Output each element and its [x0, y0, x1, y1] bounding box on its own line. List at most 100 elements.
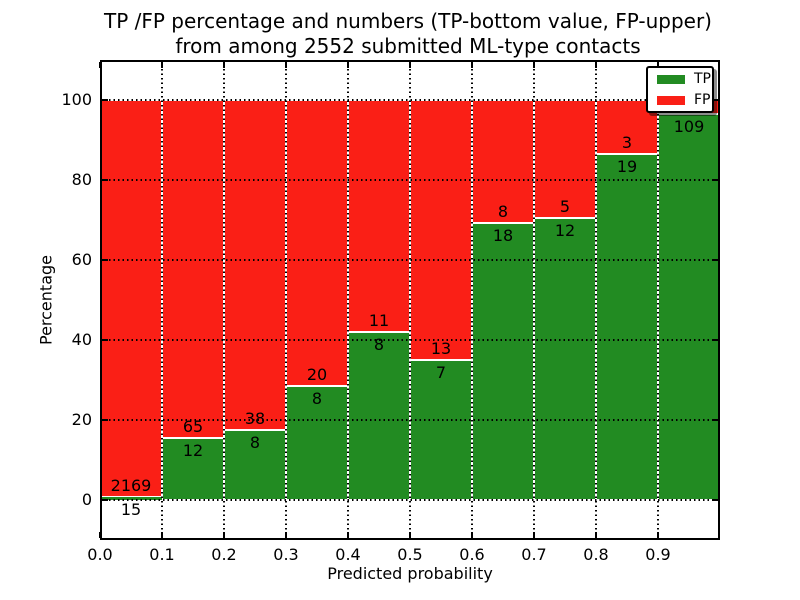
y-tick-right-80: [712, 179, 718, 181]
x-tick-label-0.6: 0.6: [459, 545, 485, 564]
bar-5-fp-segment: [410, 100, 472, 360]
bar-6-tp-segment: [472, 223, 534, 500]
y-tick-left-0: [102, 499, 108, 501]
bar-1-fp-count-label: 65: [182, 416, 204, 436]
gridline-y-100: [100, 99, 720, 101]
bar-4-fp-segment: [348, 100, 410, 332]
bar-8-tp-count-label: 19: [616, 157, 638, 177]
x-tick-label-0.7: 0.7: [521, 545, 547, 564]
y-tick-right-0: [712, 499, 718, 501]
x-tick-top-0.5: [409, 62, 411, 68]
gridline-y-0: [100, 499, 720, 501]
y-tick-right-40: [712, 339, 718, 341]
bar-2-tp-count-label: 8: [249, 433, 261, 453]
x-tick-top-0.9: [657, 62, 659, 68]
bar-3-tp-count-label: 8: [311, 388, 323, 408]
bar-4-tp-segment: [348, 331, 410, 500]
x-tick-label-0.4: 0.4: [335, 545, 361, 564]
x-tick-label-0.9: 0.9: [645, 545, 671, 564]
bar-1-fp-segment: [162, 100, 224, 438]
x-tick-label-0.3: 0.3: [273, 545, 299, 564]
bar-0-tp-count-label: 15: [120, 500, 142, 520]
x-tick-top-0.6: [471, 62, 473, 68]
y-tick-left-100: [102, 99, 108, 101]
y-tick-left-60: [102, 259, 108, 261]
bar-6-fp-segment: [472, 100, 534, 224]
y-tick-label-40: 40: [71, 330, 92, 349]
gridline-x-0.2: [223, 60, 225, 540]
chart-title-line1: TP /FP percentage and numbers (TP-bottom…: [104, 9, 712, 33]
y-tick-label-0: 0: [81, 490, 92, 509]
legend-label-tp: TP: [694, 71, 711, 87]
gridline-x-0.7: [533, 60, 535, 540]
bar-4-fp-count-label: 11: [368, 310, 390, 330]
x-tick-bottom-0.2: [223, 532, 225, 538]
x-tick-label-0.2: 0.2: [211, 545, 237, 564]
bar-9-tp-segment: [658, 114, 720, 500]
x-tick-label-0.0: 0.0: [87, 545, 113, 564]
bar-0-fp-count-label: 2169: [110, 476, 152, 496]
bottom-spine: [100, 538, 720, 540]
x-axis-label: Predicted probability: [327, 564, 493, 583]
legend-row-fp: FP: [657, 93, 712, 107]
x-tick-top-0.7: [533, 62, 535, 68]
gridline-x-0.4: [347, 60, 349, 540]
gridline-y-80: [100, 179, 720, 181]
y-tick-label-60: 60: [71, 250, 92, 269]
left-spine: [100, 60, 102, 540]
x-tick-bottom-0.6: [471, 532, 473, 538]
bar-9-tp-count-label: 109: [673, 117, 705, 136]
x-tick-top-0.4: [347, 62, 349, 68]
y-tick-right-100: [712, 99, 718, 101]
gridline-x-0.5: [409, 60, 411, 540]
x-tick-top-0.3: [285, 62, 287, 68]
y-tick-label-100: 100: [61, 90, 92, 109]
bar-6-fp-count-label: 8: [497, 202, 509, 222]
x-tick-bottom-0.4: [347, 532, 349, 538]
x-tick-top-0.8: [595, 62, 597, 68]
gridline-y-60: [100, 259, 720, 261]
bar-4-tp-count-label: 8: [373, 334, 385, 354]
bar-0-fp-segment: [100, 100, 162, 498]
bar-3-fp-count-label: 20: [306, 364, 328, 384]
legend-row-tp: TP: [657, 72, 712, 86]
x-tick-bottom-0.1: [161, 532, 163, 538]
x-tick-bottom-0.3: [285, 532, 287, 538]
gridline-y-20: [100, 419, 720, 421]
y-tick-label-20: 20: [71, 410, 92, 429]
x-tick-bottom-0.7: [533, 532, 535, 538]
y-tick-left-40: [102, 339, 108, 341]
gridline-x-0.3: [285, 60, 287, 540]
x-tick-top-0.1: [161, 62, 163, 68]
chart-title-line2: from among 2552 submitted ML-type contac…: [175, 34, 641, 58]
x-tick-bottom-0.8: [595, 532, 597, 538]
right-spine: [718, 60, 720, 540]
top-spine: [100, 60, 720, 62]
bar-6-tp-count-label: 18: [492, 226, 514, 246]
y-tick-left-20: [102, 419, 108, 421]
y-tick-label-80: 80: [71, 170, 92, 189]
bar-2-fp-count-label: 38: [244, 409, 266, 429]
bar-8-fp-count-label: 3: [621, 133, 633, 153]
y-tick-left-80: [102, 179, 108, 181]
bar-1-tp-count-label: 12: [182, 440, 204, 460]
bar-0-tp-segment: [100, 497, 162, 500]
bar-5-tp-count-label: 7: [435, 363, 447, 382]
y-tick-right-60: [712, 259, 718, 261]
x-tick-top-0.2: [223, 62, 225, 68]
gridline-x-0.6: [471, 60, 473, 540]
x-tick-label-0.5: 0.5: [397, 545, 423, 564]
legend-swatch-tp: [657, 74, 685, 84]
y-tick-right-20: [712, 419, 718, 421]
x-tick-label-0.8: 0.8: [583, 545, 609, 564]
bar-3-fp-segment: [286, 100, 348, 386]
x-tick-label-0.1: 0.1: [149, 545, 175, 564]
bar-7-tp-count-label: 12: [554, 220, 576, 240]
chart-title: TP /FP percentage and numbers (TP-bottom…: [0, 9, 800, 59]
bar-2-fp-segment: [224, 100, 286, 431]
gridline-x-0.1: [161, 60, 163, 540]
bar-5-fp-count-label: 13: [430, 339, 452, 358]
bar-7-fp-count-label: 5: [559, 196, 571, 216]
bar-2-tp-segment: [224, 430, 286, 500]
